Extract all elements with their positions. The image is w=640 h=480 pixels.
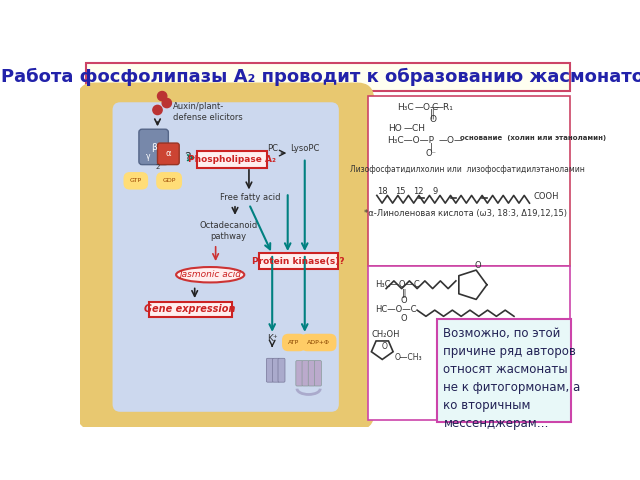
Text: ATP: ATP bbox=[288, 340, 300, 345]
Text: H₃C—O—C: H₃C—O—C bbox=[376, 280, 420, 289]
Text: HC—O—C: HC—O—C bbox=[376, 305, 417, 314]
FancyBboxPatch shape bbox=[139, 129, 168, 165]
Text: Jasmonic acid: Jasmonic acid bbox=[179, 270, 241, 279]
Text: Free fatty acid: Free fatty acid bbox=[220, 193, 281, 202]
FancyBboxPatch shape bbox=[197, 151, 267, 168]
Text: Protein kinase(s)?: Protein kinase(s)? bbox=[252, 257, 345, 266]
Text: *α-Линоленовая кислота (ω3, 18:3, Δ19,12,15): *α-Линоленовая кислота (ω3, 18:3, Δ19,12… bbox=[364, 209, 566, 217]
Text: γ: γ bbox=[146, 152, 150, 161]
Text: C: C bbox=[431, 103, 437, 112]
Text: LysoPC: LysoPC bbox=[290, 144, 319, 153]
Ellipse shape bbox=[176, 267, 244, 282]
FancyBboxPatch shape bbox=[259, 253, 338, 269]
Text: 18: 18 bbox=[377, 187, 388, 196]
Text: Octadecanoid
pathway: Octadecanoid pathway bbox=[200, 221, 258, 240]
FancyBboxPatch shape bbox=[296, 360, 303, 386]
Text: Возможно, по этой
причине ряд авторов
относят жасмонаты
не к фитогормонам, а
ко : Возможно, по этой причине ряд авторов от… bbox=[444, 327, 580, 430]
Text: β: β bbox=[151, 143, 157, 152]
FancyBboxPatch shape bbox=[273, 358, 280, 382]
Text: —O—: —O— bbox=[439, 136, 464, 145]
Text: Работа фосфолипазы А₂ проводит к образованию жасмонатов: Работа фосфолипазы А₂ проводит к образов… bbox=[1, 68, 640, 86]
FancyBboxPatch shape bbox=[368, 265, 570, 420]
Text: O: O bbox=[401, 296, 407, 305]
Text: O—CH₃: O—CH₃ bbox=[395, 353, 422, 362]
Text: —O—: —O— bbox=[415, 103, 440, 112]
Circle shape bbox=[162, 98, 172, 108]
Circle shape bbox=[157, 92, 167, 101]
Text: ‖: ‖ bbox=[402, 289, 406, 299]
Text: —R₁: —R₁ bbox=[435, 103, 454, 112]
Text: α: α bbox=[166, 149, 171, 158]
FancyBboxPatch shape bbox=[149, 302, 232, 317]
Text: 9: 9 bbox=[433, 187, 438, 196]
Text: ADP+Φ: ADP+Φ bbox=[307, 340, 330, 345]
Text: ‖: ‖ bbox=[430, 108, 435, 119]
Text: O: O bbox=[429, 115, 436, 124]
Text: Phospholipase A₂: Phospholipase A₂ bbox=[188, 155, 276, 164]
Text: |: | bbox=[429, 143, 433, 152]
FancyBboxPatch shape bbox=[302, 360, 309, 386]
Text: H₃C: H₃C bbox=[397, 103, 413, 112]
Text: 12: 12 bbox=[413, 187, 424, 196]
FancyBboxPatch shape bbox=[86, 63, 570, 91]
Text: O: O bbox=[401, 314, 407, 323]
FancyBboxPatch shape bbox=[278, 358, 285, 382]
FancyBboxPatch shape bbox=[157, 143, 179, 165]
Text: 2: 2 bbox=[155, 164, 159, 170]
Text: COOH: COOH bbox=[533, 192, 559, 202]
FancyBboxPatch shape bbox=[113, 102, 339, 412]
FancyBboxPatch shape bbox=[314, 360, 321, 386]
Text: O⁻: O⁻ bbox=[426, 149, 436, 157]
FancyBboxPatch shape bbox=[437, 319, 571, 422]
Text: GDP: GDP bbox=[163, 178, 176, 183]
Text: Gene expression: Gene expression bbox=[144, 304, 236, 314]
Text: —CH: —CH bbox=[403, 124, 425, 133]
Text: O: O bbox=[381, 342, 387, 351]
Text: Auxin/plant-
defense elicitors: Auxin/plant- defense elicitors bbox=[173, 102, 243, 121]
Text: K⁺: K⁺ bbox=[267, 334, 278, 343]
Text: основание  (холин или этаноламин): основание (холин или этаноламин) bbox=[460, 135, 606, 142]
Text: Лизофосфатидилхолин или  лизофосфатидилэтаноламин: Лизофосфатидилхолин или лизофосфатидилэт… bbox=[350, 165, 585, 174]
Text: O: O bbox=[474, 261, 481, 270]
FancyBboxPatch shape bbox=[86, 95, 364, 418]
Text: HO: HO bbox=[388, 124, 402, 133]
Circle shape bbox=[153, 105, 162, 115]
FancyBboxPatch shape bbox=[266, 358, 273, 382]
Text: ?: ? bbox=[184, 151, 191, 164]
Text: PC: PC bbox=[267, 144, 278, 153]
FancyBboxPatch shape bbox=[80, 85, 371, 427]
FancyBboxPatch shape bbox=[308, 360, 316, 386]
FancyBboxPatch shape bbox=[368, 96, 570, 265]
Text: GTP: GTP bbox=[130, 178, 142, 183]
Text: CH₂OH: CH₂OH bbox=[372, 330, 401, 339]
Text: 15: 15 bbox=[395, 187, 405, 196]
Text: H₃C—O—P: H₃C—O—P bbox=[387, 136, 435, 145]
